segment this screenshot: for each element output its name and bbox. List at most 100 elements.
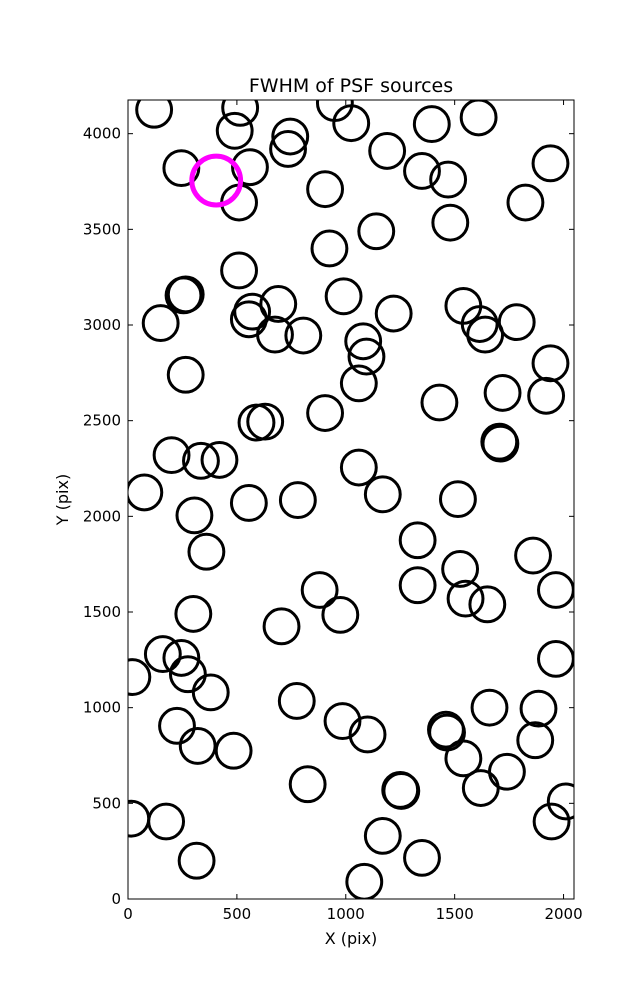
psf-source-circle — [168, 655, 207, 694]
y-tick-label: 1500 — [83, 603, 121, 621]
psf-source-circle — [420, 383, 459, 422]
y-tick-label: 2000 — [83, 507, 121, 525]
psf-source-circle — [363, 816, 402, 855]
psf-source-circle — [403, 838, 441, 877]
psf-source-circle — [439, 480, 477, 519]
psf-source-circle — [363, 475, 402, 514]
psf-source-circle — [344, 322, 383, 361]
psf-source-circle — [277, 682, 316, 720]
psf-source-circle — [506, 183, 545, 222]
psf-source-circle — [128, 658, 152, 696]
psf-source-circle — [531, 144, 570, 183]
psf-source-circle — [441, 550, 480, 588]
psf-source-circle — [128, 473, 164, 512]
y-tick-label: 1000 — [83, 699, 121, 717]
psf-source-circle — [135, 100, 174, 129]
highlight-source-circle — [189, 153, 244, 208]
psf-source-circle — [166, 355, 205, 394]
psf-source-circle — [412, 105, 451, 144]
psf-source-circle — [177, 841, 216, 880]
psf-source-circle — [428, 713, 466, 752]
psf-source-circle — [339, 448, 378, 487]
psf-source-circle — [147, 802, 186, 841]
psf-source-circle — [339, 364, 378, 403]
psf-source-circle — [519, 689, 558, 728]
psf-source-circle — [221, 100, 260, 127]
psf-source-circle — [191, 673, 230, 712]
psf-source-circle — [537, 639, 574, 678]
psf-source-circle — [141, 304, 180, 343]
psf-source-circle — [259, 285, 298, 323]
psf-source-circle — [284, 316, 323, 355]
psf-source-circle — [324, 277, 363, 316]
psf-source-circle — [497, 303, 536, 342]
psf-source-circle — [278, 481, 317, 519]
x-axis-label: X (pix) — [325, 929, 378, 948]
psf-source-circle — [429, 160, 468, 199]
psf-source-circle — [347, 337, 386, 376]
psf-source-circle — [516, 721, 555, 760]
psf-source-circle — [332, 104, 371, 143]
chart-title: FWHM of PSF sources — [249, 75, 453, 97]
psf-source-circle — [468, 585, 507, 624]
y-tick-label: 2500 — [83, 412, 121, 430]
psf-source-circle — [182, 441, 220, 480]
psf-source-circle — [271, 117, 310, 156]
x-tick-label: 1000 — [327, 905, 365, 923]
psf-source-circle — [368, 131, 407, 170]
psf-source-circle — [175, 496, 214, 535]
psf-source-circle — [446, 579, 485, 618]
psf-source-circle — [321, 595, 360, 634]
psf-source-circle — [398, 521, 437, 560]
psf-source-circle — [310, 229, 349, 268]
psf-source-circle — [531, 344, 570, 383]
y-tick-label: 3500 — [83, 220, 121, 238]
psf-source-circle — [187, 532, 226, 571]
psf-source-circle — [461, 769, 500, 807]
psf-source-circle — [158, 706, 196, 745]
psf-source-circle — [532, 802, 571, 841]
psf-source-circle — [382, 771, 421, 810]
psf-source-circle — [466, 315, 505, 354]
psf-source-circle — [231, 148, 269, 187]
psf-source-circle — [143, 635, 182, 674]
psf-source-circle — [527, 376, 566, 415]
x-tick-label: 2000 — [544, 905, 582, 923]
psf-source-circle — [444, 739, 483, 778]
psf-source-circle — [200, 440, 239, 479]
psf-source-circle — [162, 639, 201, 677]
psf-source-circle — [537, 571, 574, 609]
psf-source-circle — [488, 752, 526, 791]
psf-source-circle — [483, 374, 522, 412]
axis-ticks: 0 500 1000 1500 2000 0 500 1000 1500 2000 2500 3000… — [83, 100, 583, 923]
psf-source-circle — [306, 170, 345, 209]
psf-source-circle — [237, 403, 276, 442]
psf-source-circle — [256, 315, 294, 354]
psf-source-circle — [323, 702, 362, 740]
plot-area-frame — [127, 99, 575, 900]
psf-source-circle — [348, 715, 387, 754]
psf-source-circle — [357, 212, 396, 251]
psf-source-circle — [345, 862, 384, 899]
psf-source-circle — [398, 566, 437, 605]
x-tick-label: 500 — [223, 905, 252, 923]
psf-source-circle — [546, 782, 574, 821]
y-tick-label: 0 — [111, 890, 121, 908]
y-axis-label: Y (pix) — [53, 474, 72, 526]
psf-source-circle — [174, 594, 213, 633]
psf-source-circle — [215, 111, 254, 150]
psf-source-circle — [214, 731, 253, 770]
marker-layer — [128, 100, 574, 899]
psf-source-circle — [269, 130, 307, 168]
psf-source-circle — [470, 688, 509, 727]
psf-source-circle — [514, 536, 552, 575]
psf-source-circle — [178, 727, 217, 765]
psf-source-circle — [431, 203, 470, 242]
psf-source-circle — [262, 607, 301, 646]
psf-source-circle — [481, 424, 520, 463]
psf-source-circle — [152, 436, 191, 475]
psf-source-circle — [229, 484, 268, 522]
psf-source-circle — [374, 294, 413, 333]
psf-source-circle — [300, 571, 339, 609]
